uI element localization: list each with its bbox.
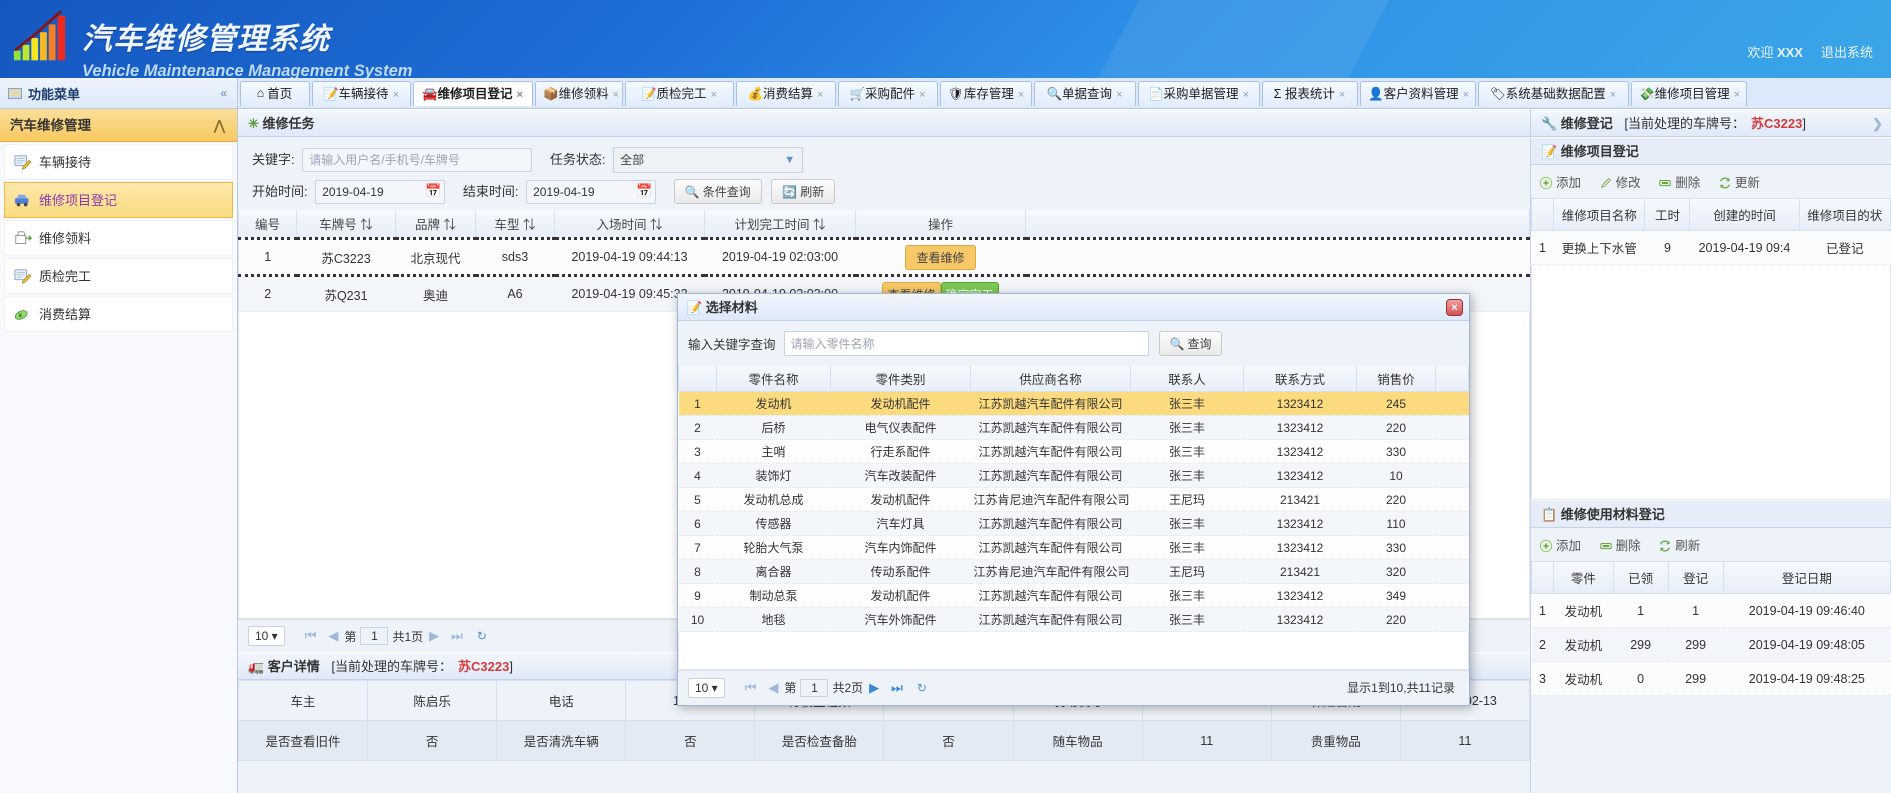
svg-text:¥: ¥ (19, 313, 23, 320)
